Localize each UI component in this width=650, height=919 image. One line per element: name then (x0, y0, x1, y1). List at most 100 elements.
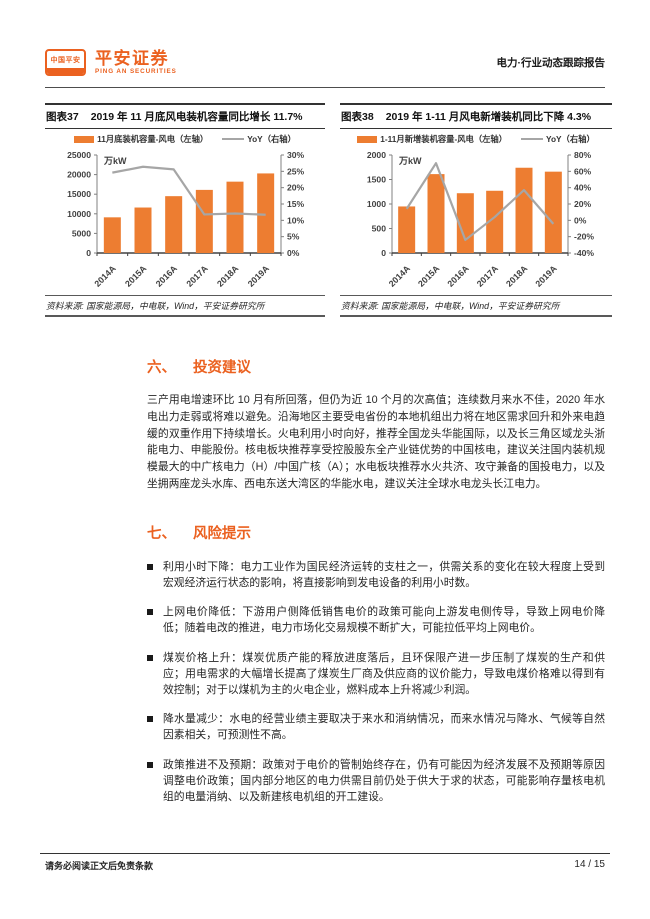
risk-bullet-item: 利用小时下降：电力工业作为国民经济运转的支柱之一，供需关系的变化在较大程度上受到… (147, 559, 605, 591)
bullet-square-icon (147, 609, 153, 616)
bullet-text: 煤炭价格上升：煤炭优质产能的释放进度落后，且环保限产进一步压制了煤炭的生产和供应… (163, 651, 605, 696)
axes: 0 5000 10000 15000 20000 25000 0% 5% 10% 15% 20% 25… (67, 150, 304, 258)
svg-text:15000: 15000 (67, 189, 91, 199)
bullet-text: 上网电价降低：下游用户侧降低销售电价的政策可能向上游发电侧传导，导致上网电价降低… (163, 606, 605, 635)
svg-text:30%: 30% (287, 150, 305, 160)
svg-text:2019A: 2019A (246, 263, 272, 289)
svg-text:2014A: 2014A (387, 263, 413, 289)
svg-text:10000: 10000 (67, 209, 91, 219)
bar (486, 190, 504, 253)
bar (515, 167, 533, 253)
brand-subtitle: PING AN SECURITIES (95, 68, 177, 76)
bar (165, 196, 183, 253)
page-header: 中国平安 平安证券 PING AN SECURITIES 电力·行业动态跟踪报告 (45, 46, 605, 88)
svg-text:0%: 0% (287, 248, 300, 258)
risk-bullet-item: 上网电价降低：下游用户侧降低销售电价的政策可能向上游发电侧传导，导致上网电价降低… (147, 604, 605, 636)
risk-bullet-item: 煤炭价格上升：煤炭优质产能的释放进度落后，且环保限产进一步压制了煤炭的生产和供应… (147, 650, 605, 699)
svg-text:2017A: 2017A (475, 263, 501, 289)
svg-text:25%: 25% (287, 166, 305, 176)
svg-text:1500: 1500 (367, 175, 386, 185)
svg-text:1000: 1000 (367, 199, 386, 209)
section-risk-title: 风险提示 (193, 525, 251, 542)
svg-text:20%: 20% (574, 199, 592, 209)
bar (195, 189, 213, 253)
brand-name: 平安证券 (95, 48, 169, 68)
risk-bullet-item: 政策推进不及预期：政策对于电价的管制始终存在，仍有可能因为经济发展不及预期等原因… (147, 757, 605, 806)
svg-text:15%: 15% (287, 199, 305, 209)
svg-text:-20%: -20% (574, 232, 594, 242)
report-type-label: 电力·行业动态跟踪报告 (496, 57, 606, 69)
legend-item: 11月底装机容量-风电（左轴） (74, 133, 208, 145)
pingan-logo-text: 中国平安 (50, 56, 81, 64)
bar (544, 171, 562, 253)
svg-text:80%: 80% (574, 150, 592, 160)
svg-text:20%: 20% (287, 183, 305, 193)
page-footer: 请务必阅读正文后免责条款 14 / 15 (40, 853, 610, 872)
figure-37-source: 资料来源: 国家能源局，中电联，Wind，平安证券研究所 (45, 295, 325, 317)
svg-text:2015A: 2015A (123, 263, 149, 289)
legend-line-swatch (222, 137, 245, 141)
figures-row: 图表37 2019 年 11 月底风电装机容量同比增长 11.7% 11月底装机… (45, 103, 612, 317)
figure-37-legend: 11月底装机容量-风电（左轴） YoY（右轴） (45, 133, 325, 145)
bullet-text: 利用小时下降：电力工业作为国民经济运转的支柱之一，供需关系的变化在较大程度上受到… (163, 560, 605, 589)
legend-bar-swatch (357, 135, 378, 143)
svg-text:20000: 20000 (67, 170, 91, 180)
section-risk-heading: 七、 风险提示 (147, 522, 605, 543)
x-axis-labels: 2014A 2015A 2016A 2017A 2018A 2019A (92, 263, 271, 289)
legend-label: YoY（右轴） (546, 134, 595, 144)
figure-38-label: 图表38 (341, 111, 374, 123)
svg-text:2014A: 2014A (92, 263, 118, 289)
bar (456, 193, 474, 253)
risk-bullet-item: 降水量减少：水电的经营业绩主要取决于来水和消纳情况，而来水情况与降水、气候等自然… (147, 711, 605, 743)
svg-text:2018A: 2018A (215, 263, 241, 289)
bar (398, 206, 416, 253)
figure-38-legend: 1-11月新增装机容量-风电（左轴） YoY（右轴） (340, 133, 612, 145)
bar (226, 181, 244, 253)
bullet-text: 降水量减少：水电的经营业绩主要取决于来水和消纳情况，而来水情况与降水、气候等自然… (163, 713, 605, 742)
unit-label: 万kW (398, 156, 422, 166)
svg-text:40%: 40% (574, 183, 592, 193)
svg-text:0: 0 (86, 248, 91, 258)
report-body: 六、 投资建议 三产用电增速环比 10 月有所回落，但仍为近 10 个月的次高值；… (147, 356, 605, 818)
svg-text:2016A: 2016A (154, 263, 180, 289)
svg-text:10%: 10% (287, 215, 305, 225)
svg-text:2016A: 2016A (445, 263, 471, 289)
pingan-logo: 中国平安 (45, 49, 86, 76)
figure-37-label: 图表37 (46, 111, 79, 123)
legend-bar-swatch (74, 135, 95, 143)
investment-paragraph: 三产用电增速环比 10 月有所回落，但仍为近 10 个月的次高值；连续数月来水不… (147, 394, 605, 490)
footer-disclaimer: 请务必阅读正文后免责条款 (45, 861, 154, 871)
brand-text-block: 平安证券 PING AN SECURITIES (95, 48, 177, 76)
legend-line-swatch (521, 137, 544, 141)
legend-label: 1-11月新增装机容量-风电（左轴） (380, 134, 508, 144)
yoy-line (405, 162, 555, 242)
figure-38: 图表38 2019 年 1-11 月风电新增装机同比下降 4.3% 1-11月新… (340, 103, 612, 317)
bullet-square-icon (147, 654, 153, 661)
svg-text:2017A: 2017A (184, 263, 210, 289)
figure-37-title-bar: 图表37 2019 年 11 月底风电装机容量同比增长 11.7% (45, 103, 325, 129)
svg-text:5000: 5000 (72, 228, 91, 238)
section-risk-number: 七、 (147, 525, 176, 542)
yoy-line (112, 165, 266, 216)
bullet-square-icon (147, 716, 153, 723)
legend-item: 1-11月新增装机容量-风电（左轴） (357, 133, 507, 145)
svg-text:-40%: -40% (574, 248, 594, 258)
legend-item: YoY（右轴） (521, 133, 595, 145)
svg-text:5%: 5% (287, 232, 300, 242)
bar (103, 217, 121, 253)
svg-text:2018A: 2018A (504, 263, 530, 289)
bullet-text: 政策推进不及预期：政策对于电价的管制始终存在，仍有可能因为经济发展不及预期等原因… (163, 758, 605, 804)
figure-37: 图表37 2019 年 11 月底风电装机容量同比增长 11.7% 11月底装机… (45, 103, 325, 317)
figure-38-source: 资料来源: 国家能源局，中电联，Wind，平安证券研究所 (340, 295, 612, 317)
footer-page-number: 14 / 15 (574, 859, 605, 870)
svg-text:2019A: 2019A (533, 263, 559, 289)
unit-label: 万kW (103, 156, 127, 166)
bars-series (398, 167, 562, 253)
legend-label: YoY（右轴） (247, 134, 296, 144)
bar (134, 207, 152, 253)
svg-text:500: 500 (372, 224, 387, 234)
section-investment-number: 六、 (147, 360, 176, 376)
section-investment-heading: 六、 投资建议 (147, 356, 605, 377)
legend-label: 11月底装机容量-风电（左轴） (97, 134, 209, 144)
